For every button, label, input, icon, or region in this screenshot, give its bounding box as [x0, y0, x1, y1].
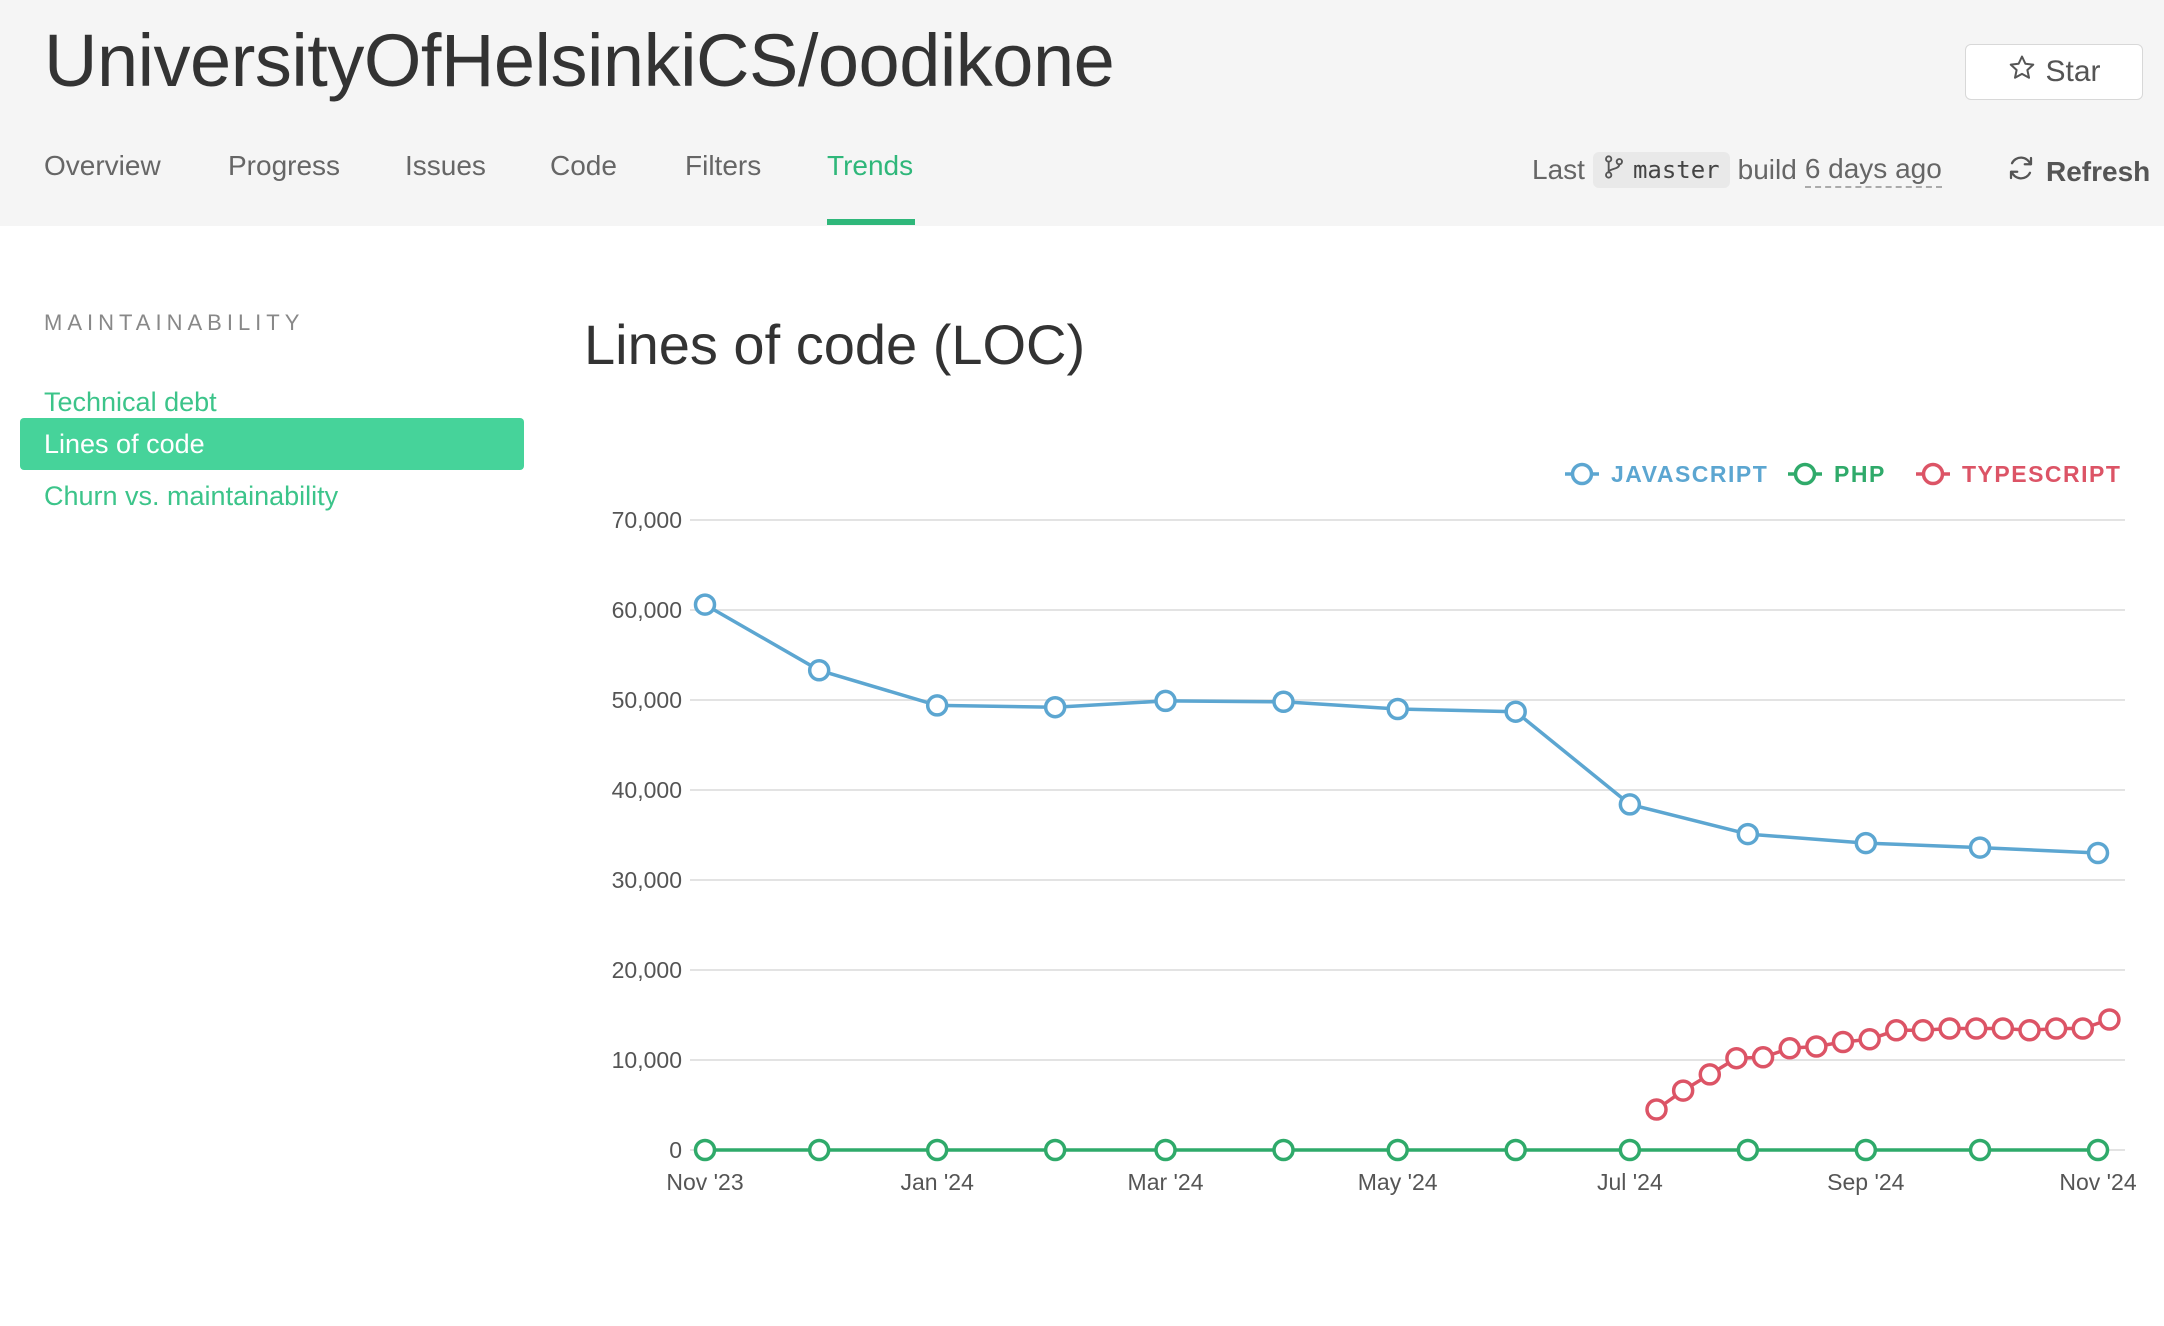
star-label: Star — [2045, 55, 2101, 88]
x-tick-label: Nov '24 — [2059, 1169, 2136, 1195]
data-point-typescript — [1671, 1079, 1695, 1102]
star-icon — [2007, 53, 2037, 91]
refresh-icon — [2006, 153, 2036, 190]
branch-name: master — [1632, 156, 1720, 184]
build-info: Last master build 6 days ago — [1532, 148, 1942, 192]
y-tick-label: 30,000 — [612, 867, 682, 893]
x-tick-label: Nov '23 — [666, 1169, 743, 1195]
legend-marker-typescript — [1921, 462, 1945, 486]
active-tab-indicator — [827, 219, 915, 225]
data-point-php — [1272, 1138, 1295, 1162]
data-point-javascript — [1968, 836, 1992, 859]
x-tick-label: Jan '24 — [900, 1169, 974, 1195]
data-point-javascript — [1618, 793, 1642, 816]
data-point-php — [1504, 1138, 1527, 1162]
x-tick-label: Sep '24 — [1827, 1169, 1904, 1195]
legend-label-typescript: TYPESCRIPT — [1962, 461, 2121, 487]
data-point-typescript — [1858, 1028, 1881, 1051]
y-tick-label: 60,000 — [612, 597, 682, 623]
data-point-javascript — [1043, 695, 1067, 719]
y-tick-label: 10,000 — [612, 1047, 682, 1073]
tab-trends[interactable]: Trends — [827, 150, 914, 181]
series-line-typescript — [1655, 1017, 2110, 1111]
tab-progress[interactable]: Progress — [228, 150, 341, 181]
data-point-typescript — [1831, 1030, 1855, 1054]
data-point-typescript — [2071, 1017, 2095, 1040]
tab-filters[interactable]: Filters — [685, 150, 762, 181]
repo-title: UniversityOfHelsinkiCS/oodikone — [44, 19, 1115, 102]
data-point-php — [1736, 1138, 1760, 1162]
data-point-typescript — [2018, 1019, 2041, 1042]
data-point-typescript — [1698, 1063, 1722, 1086]
data-point-javascript — [1386, 697, 1409, 721]
chart-title: Lines of code (LOC) — [584, 313, 1086, 376]
data-point-typescript — [1645, 1098, 1668, 1121]
data-point-php — [1968, 1138, 1992, 1162]
build-time[interactable]: 6 days ago — [1804, 153, 1942, 188]
branch-chip: master — [1592, 152, 1730, 188]
loc-chart: 0 10,000 20,000 30,000 40,000 50,000 60,000 70,… — [612, 461, 2137, 1195]
y-tick-label: 20,000 — [612, 957, 682, 983]
legend-label-javascript: JAVASCRIPT — [1611, 461, 1768, 487]
data-point-typescript — [1751, 1046, 1775, 1069]
data-point-typescript — [1805, 1035, 1828, 1058]
star-button[interactable]: Star — [1965, 44, 2143, 100]
data-point-javascript — [693, 593, 717, 616]
data-point-php — [1154, 1138, 1177, 1162]
data-point-typescript — [1911, 1019, 1935, 1042]
data-point-typescript — [1725, 1046, 1748, 1070]
data-point-php — [1618, 1138, 1642, 1162]
refresh-label: Refresh — [2046, 155, 2151, 187]
legend-marker-javascript — [1570, 462, 1594, 486]
data-point-javascript — [1736, 822, 1760, 846]
data-point-typescript — [1778, 1037, 1801, 1060]
tab-overview[interactable]: Overview — [44, 150, 161, 181]
data-point-typescript — [2098, 1008, 2121, 1031]
data-point-typescript — [2044, 1017, 2068, 1040]
y-tick-label: 50,000 — [612, 687, 682, 713]
data-point-typescript — [1991, 1017, 2015, 1040]
x-tick-label: Mar '24 — [1128, 1169, 1204, 1195]
data-point-php — [925, 1138, 949, 1162]
data-point-javascript — [925, 694, 949, 717]
series-line-javascript — [704, 603, 2099, 855]
data-point-javascript — [1854, 831, 1878, 855]
x-tick-label: Jul '24 — [1597, 1169, 1663, 1195]
data-point-php — [807, 1138, 831, 1162]
data-point-javascript — [1154, 689, 1177, 713]
data-point-php — [1043, 1138, 1067, 1162]
tab-code[interactable]: Code — [550, 150, 617, 181]
data-point-php — [2086, 1138, 2110, 1162]
legend-marker-php — [1793, 462, 1817, 486]
data-point-php — [1386, 1138, 1409, 1162]
build-prefix: Last — [1532, 154, 1585, 185]
build-middle: build — [1737, 154, 1797, 185]
sidebar-item-churn[interactable]: Churn vs. maintainability — [44, 480, 339, 511]
tab-issues[interactable]: Issues — [405, 150, 486, 181]
data-point-typescript — [1885, 1019, 1908, 1042]
data-point-php — [693, 1138, 717, 1162]
data-point-javascript — [2086, 841, 2110, 865]
y-tick-label: 0 — [669, 1137, 682, 1163]
legend-label-php: PHP — [1834, 461, 1886, 487]
sidebar-heading: MAINTAINABILITY — [44, 310, 305, 335]
data-point-php — [1854, 1138, 1878, 1162]
git-branch-icon — [1603, 155, 1625, 185]
data-point-typescript — [1964, 1017, 1988, 1040]
sidebar-item-technical-debt[interactable]: Technical debt — [44, 386, 217, 417]
data-point-javascript — [807, 659, 831, 682]
data-point-typescript — [1938, 1017, 1961, 1040]
sidebar-item-lines-of-code[interactable]: Lines of code — [20, 418, 524, 470]
refresh-button[interactable]: Refresh — [2006, 153, 2150, 190]
data-point-javascript — [1272, 690, 1295, 714]
data-point-javascript — [1504, 700, 1527, 723]
y-tick-label: 40,000 — [612, 777, 682, 803]
x-tick-label: May '24 — [1358, 1169, 1438, 1195]
y-tick-label: 70,000 — [612, 507, 682, 533]
top-bar: UniversityOfHelsinkiCS/oodikone Star Ove… — [0, 0, 2164, 226]
